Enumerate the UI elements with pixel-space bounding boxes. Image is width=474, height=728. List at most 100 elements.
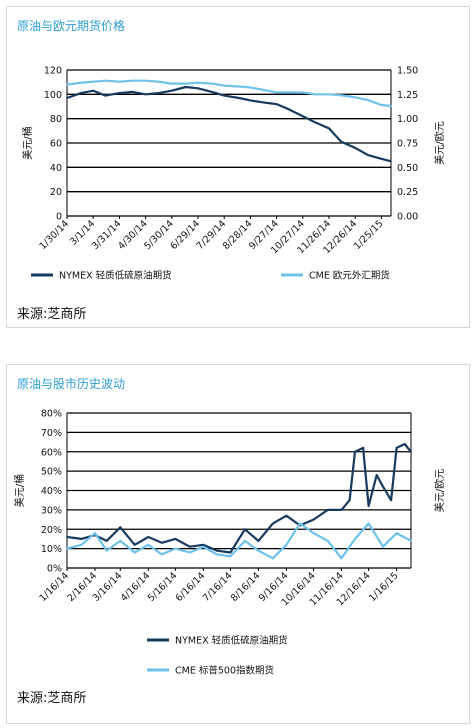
data-point: [80, 81, 82, 84]
data-point: [410, 540, 412, 542]
data-point: [340, 94, 343, 97]
legend-label: NYMEX 轻质低硫原油期货: [175, 635, 288, 647]
y2-tick-label: 0.00: [397, 212, 418, 223]
chart-panel-oil-euro: 原油与欧元期货价格 0 20 40 60 80 100 120 0.00 0.25 0.50 0.7…: [6, 6, 470, 328]
series-line-2: [66, 79, 392, 108]
y-tick-label: 80: [50, 114, 62, 125]
data-point: [238, 85, 240, 88]
data-point: [367, 505, 370, 507]
series-line-1: [66, 85, 392, 163]
data-point: [157, 80, 160, 83]
data-point: [197, 87, 199, 90]
data-point: [272, 557, 274, 560]
data-point: [118, 80, 121, 83]
y-tick-label: 40%: [41, 486, 62, 497]
y-tick-label: 10%: [41, 544, 62, 555]
data-point: [265, 89, 267, 92]
data-point: [340, 509, 343, 511]
data-point: [188, 551, 191, 554]
y-axis-title: 美元/桶: [13, 474, 26, 507]
data-point: [367, 99, 370, 101]
data-point: [382, 485, 384, 488]
data-point: [301, 115, 304, 118]
y-tick-label: 60: [50, 139, 62, 150]
data-point: [211, 91, 213, 93]
data-point: [390, 160, 392, 163]
data-point: [147, 536, 150, 538]
data-point: [216, 553, 218, 556]
data-point: [327, 509, 329, 511]
data-point: [340, 140, 343, 143]
data-point: [367, 154, 370, 156]
data-point: [362, 447, 364, 449]
data-point: [354, 147, 356, 149]
data-point: [216, 549, 218, 552]
x-tick-label: 7/16/14: [201, 570, 235, 604]
data-point: [340, 557, 343, 560]
data-point: [312, 532, 315, 534]
data-point: [390, 105, 392, 107]
data-point: [170, 82, 173, 85]
x-tick-label: 1/16/14: [37, 570, 71, 604]
data-point: [184, 86, 187, 88]
y2-tick-label: 0.50: [397, 163, 418, 174]
data-point: [287, 108, 289, 110]
data-point: [157, 92, 160, 94]
data-point: [301, 91, 304, 94]
y-tick-label: 70%: [41, 428, 62, 439]
y-tick-label: 100: [44, 90, 62, 101]
data-point: [147, 543, 150, 546]
data-point: [104, 79, 107, 82]
data-point: [92, 89, 94, 92]
data-point: [382, 545, 384, 548]
data-point: [161, 542, 163, 544]
data-point: [328, 93, 330, 96]
data-point: [202, 545, 205, 548]
data-point: [354, 538, 356, 540]
data-point: [104, 94, 107, 97]
chart-title: 原油与欧元期货价格: [17, 19, 126, 33]
y2-tick-label: 1.25: [397, 90, 418, 101]
data-point: [184, 82, 187, 85]
data-point: [244, 528, 246, 531]
data-point: [380, 104, 383, 106]
x-tick-label: 1/25/15: [352, 218, 386, 252]
data-point: [229, 551, 232, 554]
x-tick-label: 8/16/14: [229, 570, 263, 604]
data-point: [403, 443, 406, 445]
y2-tick-label: 0.25: [397, 187, 418, 198]
y-axis-title: 美元/桶: [21, 126, 34, 159]
y-tick-label: 30%: [41, 505, 62, 516]
data-point: [80, 92, 82, 94]
data-point: [202, 543, 205, 546]
data-point: [410, 450, 412, 453]
source-label: 来源:芝商所: [17, 307, 87, 322]
data-point: [257, 540, 260, 542]
data-point: [105, 549, 108, 552]
y2-tick-label: 1.50: [397, 66, 418, 77]
data-point: [223, 94, 225, 97]
data-point: [285, 543, 288, 546]
data-point: [275, 103, 278, 105]
data-point: [312, 518, 315, 521]
data-point: [161, 553, 163, 556]
data-point: [131, 91, 134, 93]
data-point: [170, 89, 173, 92]
data-point: [80, 538, 83, 540]
data-point: [197, 81, 199, 84]
source-label: 来源:芝商所: [17, 691, 87, 706]
data-point: [66, 83, 68, 86]
y2-tick-label: 1.00: [397, 114, 418, 125]
data-point: [390, 499, 392, 501]
series-line-1: [66, 442, 412, 554]
data-point: [105, 540, 108, 542]
data-point: [144, 93, 147, 96]
y-tick-label: 50%: [41, 467, 62, 478]
y-tick-label: 0%: [47, 564, 62, 575]
data-point: [223, 84, 225, 87]
chart-oil-euro: 0 20 40 60 80 100 120 0.00 0.25 0.50 0.75 1.00 1.25 1…: [21, 66, 446, 282]
data-point: [395, 532, 398, 534]
y-tick-label: 60%: [41, 447, 62, 458]
data-point: [314, 121, 316, 124]
data-point: [118, 92, 121, 94]
